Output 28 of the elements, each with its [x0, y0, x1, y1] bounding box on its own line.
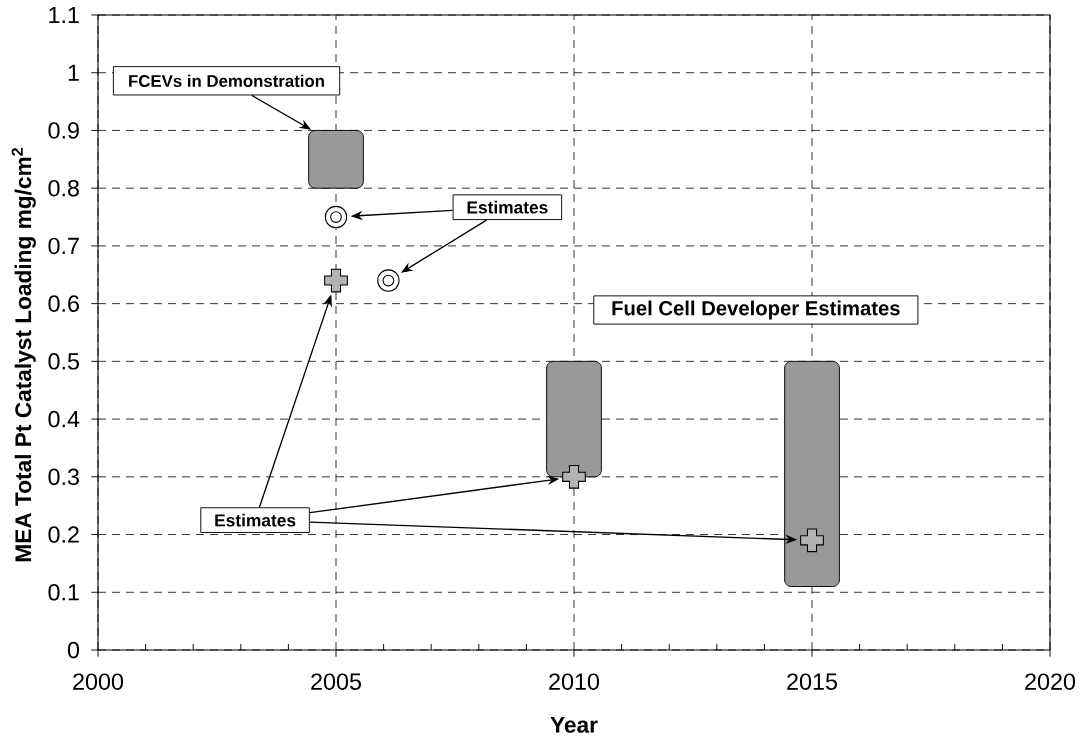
x-tick-label: 2020	[1025, 673, 1076, 690]
y-tick-label: 0.7	[48, 237, 79, 255]
point	[377, 269, 400, 292]
x-tick-label: 2015	[787, 673, 837, 690]
text: FCEVs in Demonstration	[129, 74, 324, 87]
y-tick-label: 1.1	[49, 6, 79, 24]
x-tick-label: 2000	[73, 673, 124, 690]
point	[324, 205, 348, 229]
y-tick-label: 0	[67, 641, 80, 659]
y-tick-label: 1	[68, 64, 79, 81]
y-tick-label: 0.9	[48, 122, 79, 139]
y-tick-label: 0.3	[48, 468, 79, 486]
text: Fuel Cell Developer Estimates	[612, 300, 900, 320]
point	[324, 268, 348, 293]
x-tick-label: 2005	[311, 673, 361, 690]
x-axis-title: Year	[550, 717, 598, 733]
y-tick-label: 0.6	[48, 295, 79, 312]
y-axis-title: MEA Total Pt Catalyst Loading mg/cm$^{2}$	[11, 148, 36, 562]
x-tick-label: 2010	[549, 673, 600, 690]
text: Estimates	[215, 513, 296, 527]
text: Estimates	[467, 200, 548, 214]
y-tick-label: 0.4	[48, 410, 80, 428]
y-tick-label: 0.1	[48, 584, 79, 601]
point	[562, 464, 586, 489]
point	[800, 528, 824, 553]
y-tick-label: 0.8	[48, 179, 79, 197]
y-tick-label: 0.5	[48, 353, 79, 370]
y-tick-label: 0.2	[48, 526, 79, 543]
